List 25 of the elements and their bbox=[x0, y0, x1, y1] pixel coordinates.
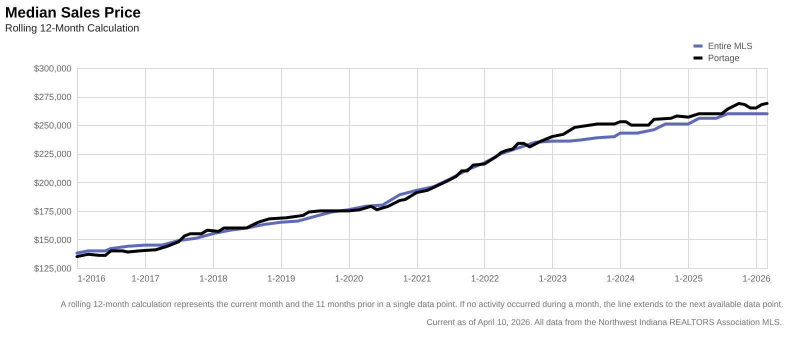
x-tick-label: 1-2024 bbox=[606, 274, 635, 284]
y-tick-label: $175,000 bbox=[34, 206, 72, 216]
x-tick-label: 1-2021 bbox=[403, 274, 432, 284]
x-tick-label: 1-2019 bbox=[267, 274, 296, 284]
y-tick-label: $150,000 bbox=[34, 234, 72, 245]
x-tick-label: 1-2023 bbox=[538, 274, 567, 284]
x-tick-label: 1-2017 bbox=[132, 274, 160, 284]
x-tick-label: 1-2020 bbox=[335, 274, 364, 284]
legend-label: Entire MLS bbox=[708, 41, 753, 51]
y-tick-label: $225,000 bbox=[34, 149, 72, 160]
y-tick-label: $125,000 bbox=[34, 264, 72, 274]
text: Current as of April 10, 2026. All data from the Northwest Indiana REALTORS Association MLS. bbox=[426, 317, 782, 327]
legend-label: Portage bbox=[708, 53, 740, 63]
x-tick-label: 1-2025 bbox=[674, 274, 703, 284]
chart-subtitle: Rolling 12-Month Calculation bbox=[5, 22, 140, 34]
y-tick-label: $300,000 bbox=[34, 64, 72, 74]
x-tick-label: 1-2022 bbox=[470, 274, 499, 284]
y-tick-label: $250,000 bbox=[34, 120, 72, 131]
y-tick-label: $275,000 bbox=[34, 92, 72, 102]
x-tick-label: 1-2018 bbox=[199, 274, 228, 284]
text: A rolling 12-month calculation represents the current month and the 11 months prior in a single data point. If no activity occurred during a month, the line extends to the next available data point. bbox=[60, 299, 784, 309]
x-tick-label: 1-2026 bbox=[742, 274, 771, 284]
x-tick-label: 1-2016 bbox=[78, 274, 106, 284]
chart-title: Median Sales Price bbox=[5, 4, 141, 22]
y-tick-label: $200,000 bbox=[34, 178, 72, 188]
